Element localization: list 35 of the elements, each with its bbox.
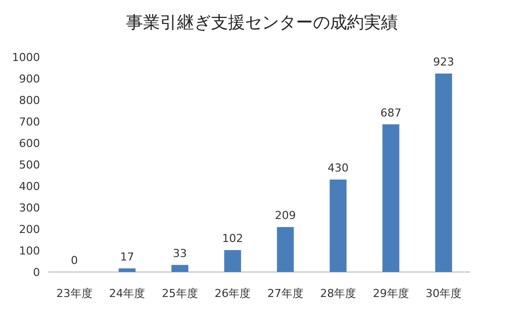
y-tick-label: 500 [19,158,40,172]
x-tick-label: 29年度 [372,287,409,300]
y-tick-label: 600 [19,137,40,150]
y-tick-label: 900 [19,72,40,86]
data-label: 687 [380,106,402,120]
y-tick-label: 0 [33,266,40,279]
y-tick-label: 800 [19,94,40,107]
data-label: 33 [172,246,187,260]
chart-title: 事業引継ぎ支援センターの成約実績 [126,13,398,33]
y-tick-label: 1000 [12,51,40,64]
y-tick-label: 100 [19,244,40,258]
bar [118,268,136,272]
bar [224,250,242,272]
x-tick-label: 24年度 [109,287,146,300]
bar [435,74,452,272]
y-tick-label: 200 [19,223,40,236]
x-tick-label: 26年度 [214,287,251,300]
data-label: 102 [222,232,244,246]
data-label: 430 [328,162,349,175]
data-label: 209 [274,209,296,222]
bar [382,124,400,272]
x-tick-label: 23年度 [56,287,92,300]
x-tick-label: 30年度 [426,287,462,300]
data-label: 0 [70,254,78,267]
y-tick-label: 300 [19,202,40,214]
x-tick-label: 27年度 [267,287,304,300]
data-label: 17 [120,250,134,264]
x-tick-label: 25年度 [162,287,198,300]
y-tick-label: 400 [19,180,40,193]
data-label: 923 [433,56,454,69]
x-tick-label: 28年度 [320,287,356,300]
bar [276,227,294,272]
bar [171,264,188,272]
y-tick-label: 700 [19,116,40,128]
bar [330,180,347,272]
